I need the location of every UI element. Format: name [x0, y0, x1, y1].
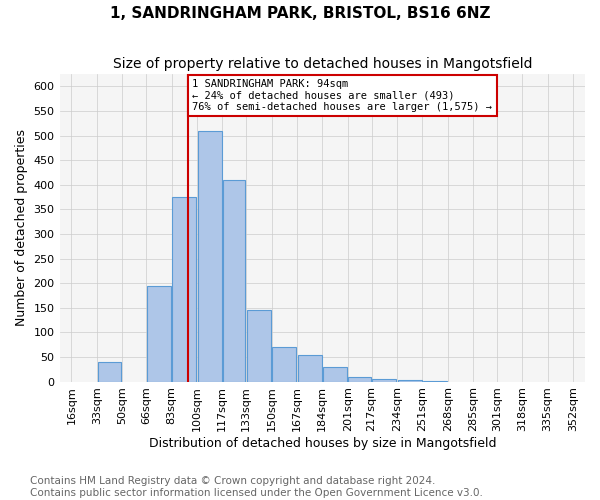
Bar — [272, 347, 296, 382]
Bar — [247, 310, 271, 382]
Bar — [147, 286, 171, 382]
Bar — [172, 197, 196, 382]
Bar — [298, 354, 322, 382]
Bar — [398, 380, 422, 382]
Bar — [223, 180, 245, 382]
Y-axis label: Number of detached properties: Number of detached properties — [15, 130, 28, 326]
Bar — [98, 362, 121, 382]
Text: 1 SANDRINGHAM PARK: 94sqm
← 24% of detached houses are smaller (493)
76% of semi: 1 SANDRINGHAM PARK: 94sqm ← 24% of detac… — [193, 79, 493, 112]
Text: Contains HM Land Registry data © Crown copyright and database right 2024.
Contai: Contains HM Land Registry data © Crown c… — [30, 476, 483, 498]
X-axis label: Distribution of detached houses by size in Mangotsfield: Distribution of detached houses by size … — [149, 437, 496, 450]
Bar — [349, 376, 371, 382]
Bar — [423, 380, 447, 382]
Bar — [372, 379, 396, 382]
Bar — [323, 367, 347, 382]
Bar — [197, 130, 221, 382]
Title: Size of property relative to detached houses in Mangotsfield: Size of property relative to detached ho… — [113, 58, 532, 71]
Text: 1, SANDRINGHAM PARK, BRISTOL, BS16 6NZ: 1, SANDRINGHAM PARK, BRISTOL, BS16 6NZ — [110, 6, 490, 22]
